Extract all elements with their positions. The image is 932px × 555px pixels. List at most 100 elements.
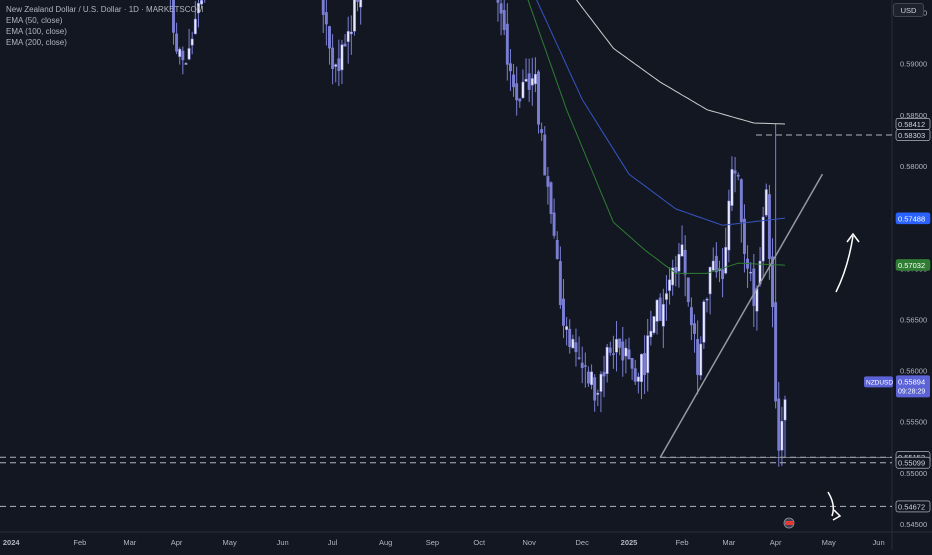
candle-body: [646, 335, 650, 373]
candle-body: [699, 343, 703, 376]
candle-body: [349, 31, 353, 34]
candle-body: [172, 0, 175, 33]
candle-body: [540, 129, 544, 133]
candle-body: [749, 271, 753, 274]
candle-body: [640, 353, 643, 383]
price-tag: [895, 456, 931, 469]
candle-body: [649, 330, 653, 338]
candle-body: [708, 266, 712, 295]
candle-body: [783, 399, 787, 421]
candle-body: [193, 18, 197, 35]
candle-body: [549, 182, 553, 215]
candle-body: [624, 347, 628, 357]
candle-body: [767, 194, 771, 259]
candle-body: [552, 212, 556, 236]
candle-body: [742, 218, 746, 254]
ema-100-line: [536, 0, 786, 226]
candle-body: [546, 176, 550, 187]
candle-body: [721, 269, 725, 280]
candle-body: [593, 377, 597, 401]
candle-body: [780, 420, 784, 451]
candle-body: [755, 288, 759, 312]
candles: [169, 0, 787, 467]
y-tick-label: 0.55000: [900, 469, 927, 478]
candle-body: [655, 299, 659, 322]
candle-body: [596, 392, 600, 395]
candle-body: [543, 134, 547, 176]
candle-body: [562, 298, 565, 326]
candle-body: [621, 341, 625, 361]
last-price-tag: [896, 375, 930, 398]
candle-body: [774, 302, 778, 402]
price-tag-label: 0.55894: [898, 377, 925, 386]
candle-body: [727, 200, 731, 251]
up-arrow-head: [846, 232, 860, 243]
y-tick-label: 0.59000: [900, 60, 927, 69]
x-tick-label: May: [822, 538, 836, 547]
currency-button[interactable]: USD: [893, 3, 924, 17]
price-tag-label: 0.54672: [898, 502, 925, 511]
symbol-tag-label: NZDUSD: [866, 379, 893, 386]
candle-body: [356, 0, 360, 2]
y-tick-label: 0.56500: [900, 315, 927, 324]
candle-body: [537, 71, 540, 125]
candle-body: [683, 250, 687, 275]
candle-body: [602, 371, 606, 377]
candle-body: [611, 353, 615, 355]
candle-body: [730, 169, 734, 206]
candle-body: [175, 33, 179, 52]
x-tick-label: Dec: [576, 538, 590, 547]
candle-body: [527, 73, 531, 90]
y-tick-label: 0.56000: [900, 367, 927, 376]
x-tick-label: Mar: [722, 538, 735, 547]
candle-body: [328, 26, 331, 49]
candle-body: [696, 339, 700, 375]
x-tick-label: May: [223, 538, 237, 547]
candle-body: [558, 261, 562, 305]
chart-legend: New Zealand Dollar / U.S. Dollar · 1D · …: [6, 4, 203, 48]
candle-body: [571, 338, 575, 349]
candle-body: [340, 44, 344, 71]
down-arrow-path: [827, 491, 835, 517]
candle-body: [605, 346, 609, 374]
candle-body: [599, 373, 603, 392]
candle-body: [508, 63, 512, 72]
candle-body: [658, 297, 662, 321]
down-arrow-head: [832, 509, 842, 521]
candle-body: [771, 256, 774, 308]
price-tag-label: 0.57032: [898, 261, 925, 270]
candle-body: [736, 174, 740, 177]
candle-body: [664, 293, 668, 300]
symbol-tag: [864, 376, 893, 388]
candle-body: [627, 349, 631, 360]
x-tick-label: Sep: [426, 538, 439, 547]
candle-body: [331, 47, 335, 69]
candle-body: [184, 63, 188, 65]
x-axis: 2024 Feb Mar Apr May Jun Jul Aug Sep Oct Nov Dec 202…: [3, 538, 885, 547]
candle-body: [668, 279, 672, 291]
candle-body: [643, 353, 647, 376]
x-tick-label: Jun: [873, 538, 885, 547]
candle-body: [565, 326, 569, 330]
candle-body: [343, 43, 347, 47]
candle-body: [190, 38, 194, 46]
candle-body: [577, 357, 581, 359]
y-tick-label: 0.58000: [900, 162, 927, 171]
candle-body: [181, 50, 185, 61]
candle-body: [693, 323, 696, 334]
candle-body: [680, 244, 684, 257]
candle-body: [652, 316, 656, 333]
candle-body: [187, 48, 191, 60]
candle-body: [533, 73, 537, 85]
candle-body: [733, 170, 737, 174]
price-tag-label: 0.57488: [898, 214, 925, 223]
price-tag: [895, 129, 931, 141]
candle-body: [636, 376, 640, 382]
candle-body: [334, 64, 338, 67]
candle-body: [524, 78, 528, 82]
candle-body: [739, 179, 743, 223]
ema-200-line: [575, 0, 786, 125]
candle-body: [321, 0, 325, 15]
